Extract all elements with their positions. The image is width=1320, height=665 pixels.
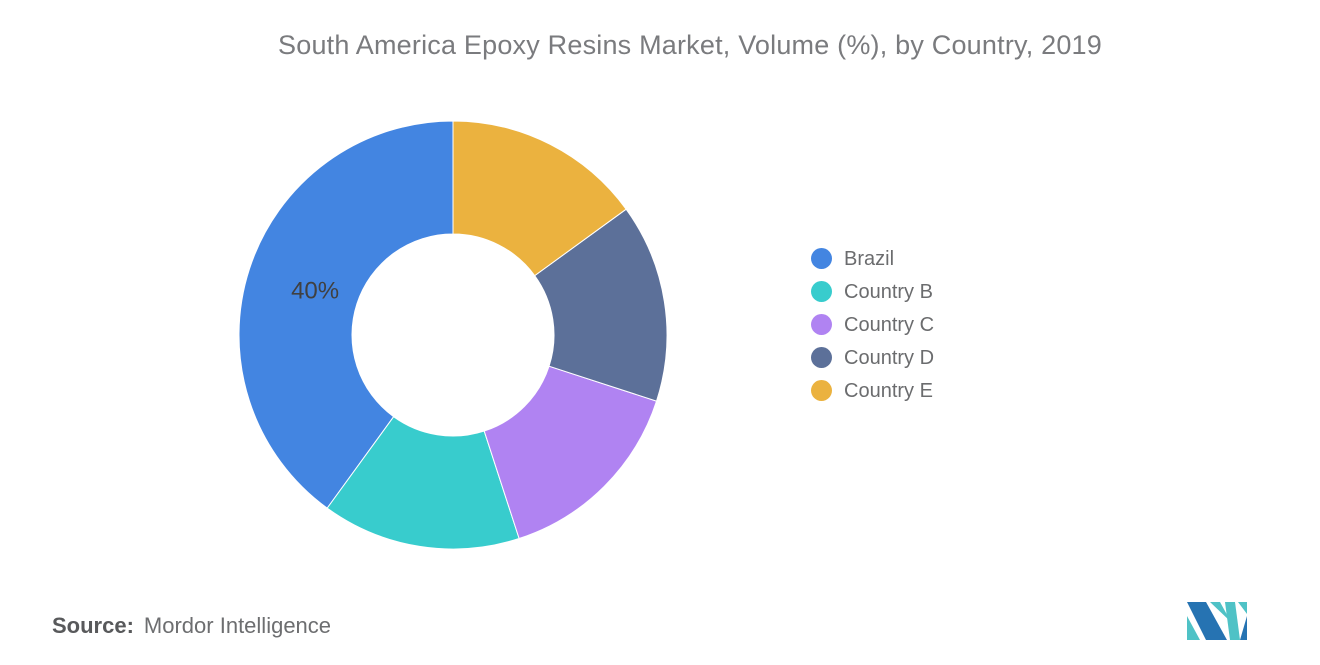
legend-swatch-brazil — [811, 248, 832, 269]
legend: Brazil Country B Country C Country D Country… — [811, 242, 934, 407]
slice-country-e[interactable] — [452, 120, 627, 277]
logo-shape-blue-right-triangle — [1240, 616, 1247, 640]
data-label-brazil: 40% — [291, 278, 339, 305]
chart-title: South America Epoxy Resins Market, Volum… — [278, 30, 1102, 60]
legend-item-country-b[interactable]: Country B — [811, 275, 934, 308]
mordor-intelligence-logo — [1187, 602, 1247, 640]
legend-label: Country B — [844, 280, 933, 303]
slice-country-b[interactable] — [326, 416, 520, 550]
donut-chart: 40% — [238, 120, 668, 550]
legend-swatch-country-e — [811, 380, 832, 401]
legend-item-country-c[interactable]: Country C — [811, 308, 934, 341]
logo-shape-blue-left-stroke — [1187, 602, 1227, 640]
legend-swatch-country-d — [811, 347, 832, 368]
legend-item-country-e[interactable]: Country E — [811, 374, 934, 407]
logo-shape-teal-middle-stroke — [1225, 602, 1240, 640]
legend-label: Country D — [844, 346, 935, 369]
legend-label: Brazil — [844, 247, 895, 270]
logo-shape-teal-right-triangle — [1238, 602, 1247, 614]
logo-shape-teal-left-triangle — [1187, 616, 1200, 640]
legend-label: Country E — [844, 379, 933, 402]
legend-label: Country C — [844, 313, 935, 336]
source-label: Source: — [52, 613, 134, 638]
logo-shape-teal-top-triangle — [1210, 602, 1231, 622]
legend-item-brazil[interactable]: Brazil — [811, 242, 934, 275]
slice-country-c[interactable] — [483, 365, 658, 540]
source-note: Source: Mordor Intelligence — [52, 613, 331, 639]
slice-brazil[interactable] — [238, 120, 454, 509]
slice-country-d[interactable] — [534, 208, 668, 402]
legend-swatch-country-b — [811, 281, 832, 302]
source-text: Mordor Intelligence — [143, 613, 332, 638]
legend-item-country-d[interactable]: Country D — [811, 341, 934, 374]
legend-swatch-country-c — [811, 314, 832, 335]
